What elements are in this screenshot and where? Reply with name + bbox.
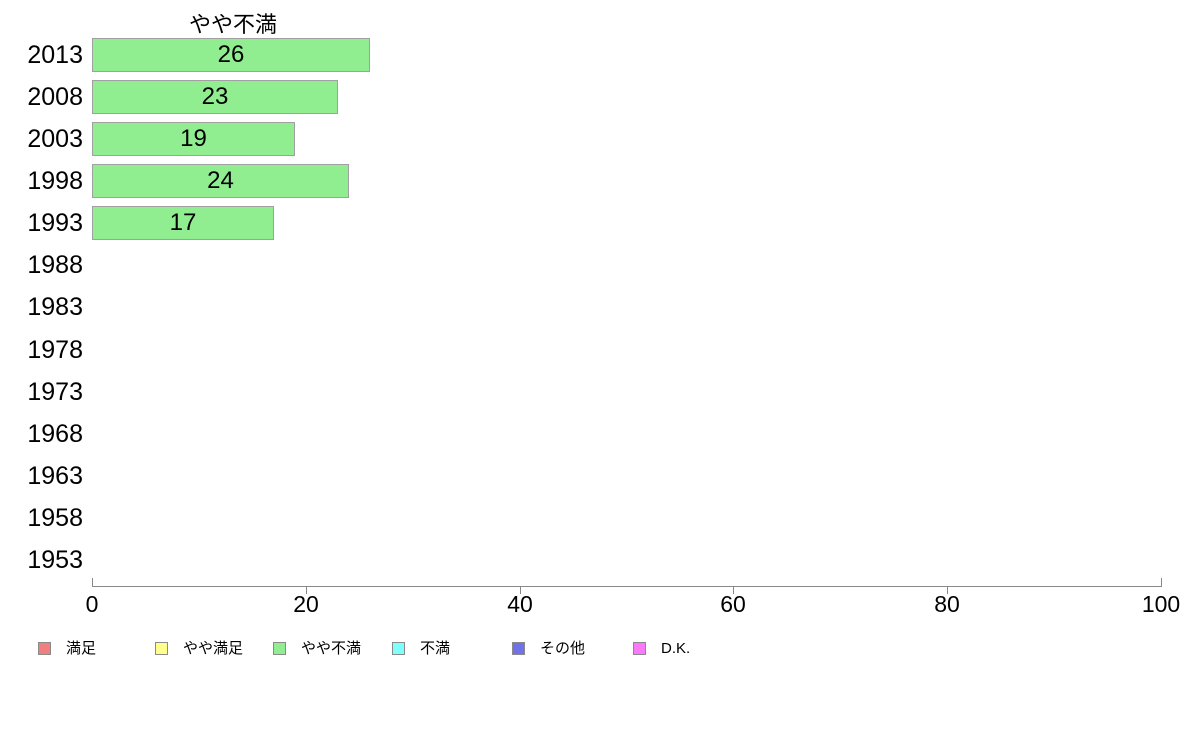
bar: 17 (92, 206, 274, 241)
category-label: 1968 (27, 419, 83, 448)
x-axis-endcap (92, 578, 93, 586)
category-label: 1993 (27, 209, 83, 238)
legend-item: その他 (512, 641, 585, 656)
legend-item: やや満足 (155, 641, 243, 656)
x-axis-tick-label: 80 (934, 591, 960, 617)
x-axis-tick-label: 60 (720, 591, 746, 617)
legend-swatch (512, 642, 525, 655)
bar: 24 (92, 164, 349, 199)
bar-value-label: 24 (207, 167, 234, 195)
category-label: 2013 (27, 41, 83, 69)
x-axis-tick-label: 100 (1141, 591, 1181, 617)
chart-title: やや不満 (188, 12, 278, 37)
category-label: 2008 (27, 83, 83, 112)
legend-label: 満足 (66, 640, 97, 657)
legend-swatch (273, 642, 286, 655)
bar-value-label: 23 (201, 83, 229, 111)
x-axis-endcap (1161, 578, 1162, 586)
bar: 23 (92, 80, 338, 115)
legend-swatch (392, 642, 405, 655)
category-label: 1983 (27, 293, 83, 322)
legend-label: 不満 (420, 640, 451, 657)
category-label: 1998 (27, 167, 83, 196)
category-label: 1953 (27, 545, 83, 574)
category-label: 1963 (27, 461, 83, 490)
legend-item: 不満 (392, 641, 450, 656)
x-axis-line (92, 586, 1162, 587)
legend-label: やや不満 (301, 640, 362, 657)
bar-value-label: 19 (180, 125, 207, 153)
legend-item: やや不満 (273, 641, 361, 656)
bar-value-label: 26 (217, 41, 245, 68)
category-label: 1978 (27, 335, 83, 364)
bar: 26 (92, 38, 370, 72)
x-axis-tick (733, 587, 734, 594)
category-label: 1973 (27, 377, 83, 406)
x-axis-tick-label: 0 (85, 591, 99, 617)
legend-label: D.K. (661, 640, 691, 657)
category-label: 2003 (27, 125, 83, 154)
bar: 19 (92, 122, 295, 157)
x-axis-tick (306, 587, 307, 594)
category-label: 1988 (27, 251, 83, 280)
legend-swatch (155, 642, 168, 655)
x-axis-tick (947, 587, 948, 594)
bar-value-label: 17 (169, 209, 197, 237)
x-axis-tick-label: 20 (293, 591, 319, 617)
x-axis-tick-label: 40 (507, 591, 533, 617)
legend-item: 満足 (38, 641, 96, 656)
legend-label: やや満足 (183, 640, 244, 657)
legend-swatch (633, 642, 646, 655)
legend-label: その他 (540, 640, 586, 657)
category-label: 1958 (27, 503, 83, 532)
legend-item: D.K. (633, 641, 690, 656)
x-axis-tick (520, 587, 521, 594)
legend-swatch (38, 642, 51, 655)
